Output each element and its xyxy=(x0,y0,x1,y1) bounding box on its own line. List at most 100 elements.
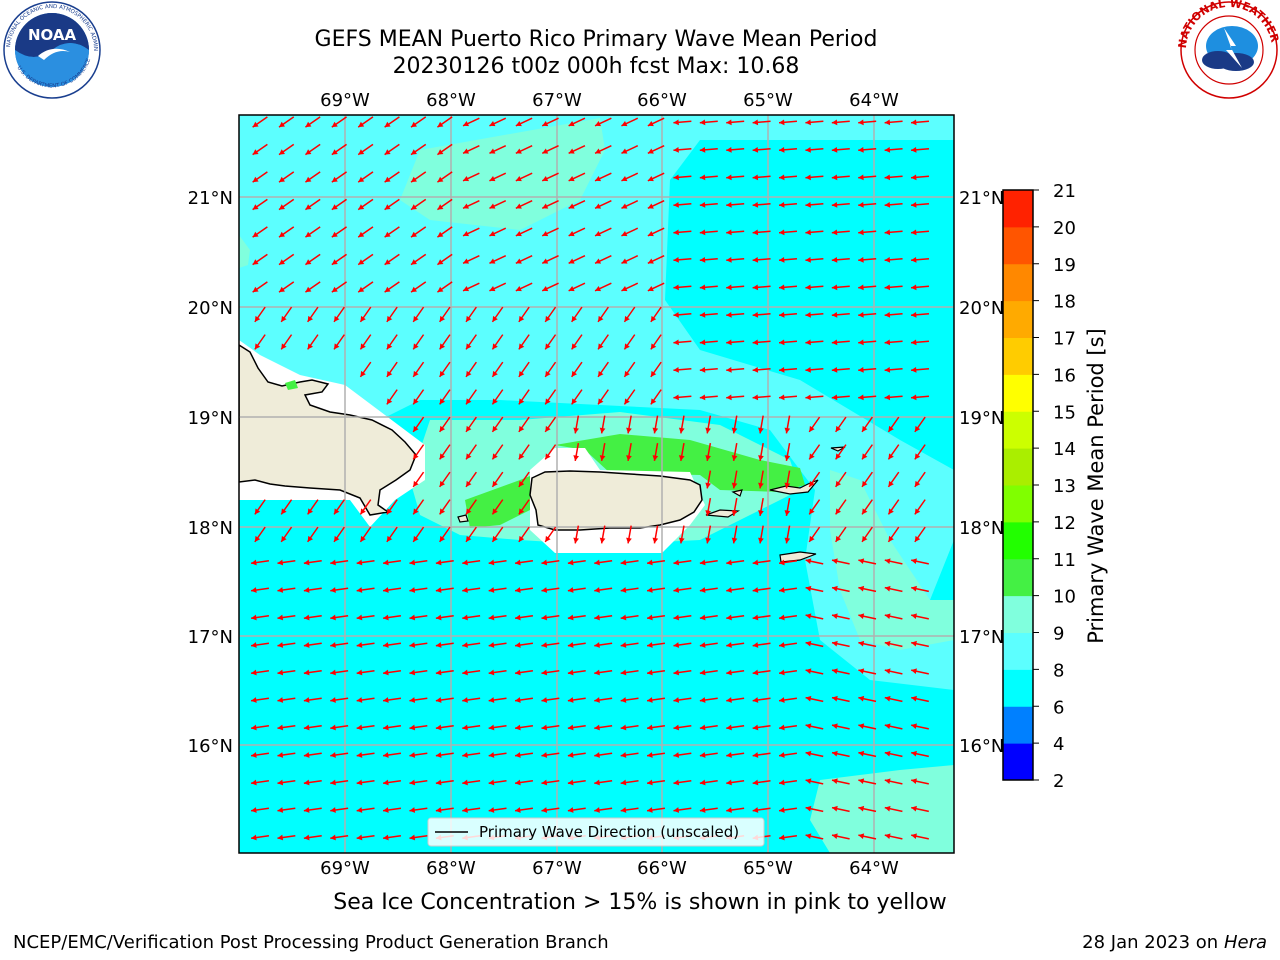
direction-arrow xyxy=(330,807,349,813)
direction-arrow xyxy=(462,642,481,648)
direction-arrow xyxy=(726,201,745,208)
direction-arrow xyxy=(382,559,402,566)
colorbar-tick-label: 17 xyxy=(1053,329,1076,350)
lon-label-bottom: 64°W xyxy=(849,858,899,879)
direction-arrow xyxy=(726,642,745,648)
direction-arrow xyxy=(647,200,665,209)
direction-arrow xyxy=(887,499,900,515)
direction-arrow xyxy=(439,416,451,433)
direction-arrow xyxy=(330,642,349,648)
direction-arrow xyxy=(250,587,270,593)
direction-arrow xyxy=(567,559,586,566)
direction-arrow xyxy=(514,642,534,648)
direction-arrow xyxy=(333,499,345,515)
direction-arrow xyxy=(435,614,454,621)
direction-arrow xyxy=(705,498,712,516)
direction-arrow xyxy=(646,642,666,648)
direction-arrow xyxy=(250,752,270,758)
noaa-logo: NOAA NATIONAL OCEANIC AND ATMOSPHERIC AD… xyxy=(0,0,101,99)
direction-arrow xyxy=(491,444,504,460)
direction-arrow xyxy=(646,614,666,621)
direction-arrow xyxy=(831,778,850,785)
direction-arrow xyxy=(778,587,798,593)
direction-arrow xyxy=(412,361,425,378)
direction-arrow xyxy=(805,695,824,703)
direction-arrow xyxy=(277,614,296,621)
direction-arrow xyxy=(914,444,926,460)
direction-arrow xyxy=(831,805,850,813)
direction-arrow xyxy=(731,498,738,516)
direction-arrow xyxy=(384,281,400,293)
direction-arrow xyxy=(488,807,507,813)
direction-arrow xyxy=(887,444,900,460)
direction-arrow xyxy=(884,668,903,675)
colorbar-segment xyxy=(1003,632,1033,670)
direction-arrow xyxy=(541,255,559,264)
direction-arrow xyxy=(250,779,270,786)
direction-arrow xyxy=(678,525,685,544)
direction-arrow xyxy=(278,226,295,238)
direction-arrow xyxy=(435,669,454,676)
direction-arrow xyxy=(914,471,926,488)
direction-arrow xyxy=(620,642,639,648)
direction-arrow xyxy=(911,695,929,703)
direction-arrow xyxy=(726,284,745,291)
direction-arrow xyxy=(623,306,636,323)
direction-arrow xyxy=(303,752,322,758)
direction-arrow xyxy=(567,669,586,676)
direction-arrow xyxy=(911,558,929,565)
direction-arrow xyxy=(805,311,824,318)
direction-arrow xyxy=(462,614,481,621)
direction-arrow xyxy=(488,697,507,703)
direction-arrow xyxy=(884,284,903,291)
direction-arrow xyxy=(705,525,712,544)
colorbar-segment xyxy=(1003,374,1033,412)
direction-arrow xyxy=(805,256,824,263)
direction-arrow xyxy=(252,198,268,211)
direction-arrow xyxy=(489,282,507,292)
direction-arrow xyxy=(435,642,454,648)
lon-label-bottom: 67°W xyxy=(532,858,582,879)
direction-arrow xyxy=(491,526,504,543)
direction-arrow xyxy=(858,119,877,126)
direction-arrow xyxy=(699,779,718,786)
direction-arrow xyxy=(752,614,771,621)
direction-arrow xyxy=(568,282,586,292)
direction-arrow xyxy=(758,443,764,461)
direction-arrow xyxy=(910,394,930,401)
direction-arrow xyxy=(462,587,481,593)
direction-arrow xyxy=(673,229,692,236)
direction-arrow xyxy=(465,526,477,543)
direction-arrow xyxy=(858,640,877,648)
direction-arrow xyxy=(699,587,718,593)
direction-arrow xyxy=(778,697,798,703)
direction-arrow xyxy=(726,669,745,676)
direction-arrow xyxy=(831,640,850,648)
direction-arrow xyxy=(331,198,348,211)
direction-arrow xyxy=(594,697,613,703)
direction-arrow xyxy=(594,642,613,648)
direction-arrow xyxy=(831,229,850,236)
wave-direction-arrows xyxy=(250,116,930,841)
direction-arrow xyxy=(462,669,481,676)
direction-arrow xyxy=(831,201,850,208)
direction-arrow xyxy=(699,284,718,291)
direction-arrow xyxy=(331,171,348,183)
direction-arrow xyxy=(673,311,692,318)
direction-arrow xyxy=(544,389,557,405)
direction-arrow xyxy=(858,256,877,263)
direction-arrow xyxy=(652,525,659,544)
colorbar-tick-label: 12 xyxy=(1053,513,1076,534)
direction-arrow xyxy=(911,723,929,730)
direction-arrow xyxy=(277,724,296,731)
direction-arrow xyxy=(778,642,798,648)
direction-arrow xyxy=(409,559,428,566)
direction-arrow xyxy=(386,526,398,543)
direction-arrow xyxy=(884,750,903,758)
direction-arrow xyxy=(752,587,771,593)
direction-arrow xyxy=(884,394,903,401)
direction-arrow xyxy=(805,119,824,126)
direction-arrow xyxy=(356,559,375,566)
direction-arrow xyxy=(884,640,903,648)
land-anegada xyxy=(830,446,846,452)
